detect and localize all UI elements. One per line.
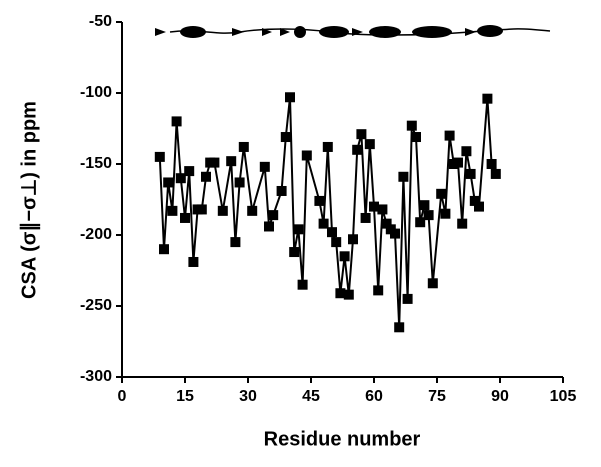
data-point bbox=[175, 173, 186, 184]
data-point bbox=[411, 132, 421, 143]
data-point bbox=[415, 217, 426, 228]
data-point bbox=[364, 139, 375, 150]
data-point bbox=[285, 92, 295, 103]
data-point bbox=[360, 212, 371, 223]
data-point bbox=[301, 150, 312, 161]
data-point bbox=[297, 279, 308, 290]
data-point bbox=[331, 237, 342, 248]
data-point bbox=[163, 177, 174, 188]
x-tick-label: 75 bbox=[428, 388, 446, 405]
x-tick-label: 90 bbox=[491, 388, 509, 405]
data-point bbox=[490, 168, 501, 179]
y-axis-title: CSA (σ∥−σ⊥) in ppm bbox=[18, 101, 40, 299]
x-axis-title: Residue number bbox=[264, 428, 421, 450]
data-point bbox=[343, 289, 354, 300]
data-point bbox=[201, 171, 211, 182]
data-point bbox=[234, 177, 245, 188]
data-point bbox=[402, 293, 413, 304]
data-point bbox=[268, 210, 279, 221]
y-tick-label: -150 bbox=[80, 155, 112, 172]
data-point bbox=[394, 322, 405, 333]
y-tick-label: -100 bbox=[80, 84, 112, 101]
data-point bbox=[377, 204, 388, 215]
x-tick-label: 60 bbox=[365, 388, 383, 405]
x-tick-label: 30 bbox=[239, 388, 257, 405]
data-point bbox=[180, 212, 190, 223]
data-point bbox=[482, 93, 493, 104]
data-point bbox=[247, 205, 258, 216]
secondary-structure bbox=[155, 25, 551, 38]
data-point bbox=[188, 256, 199, 267]
data-point bbox=[373, 285, 384, 296]
data-point bbox=[264, 221, 274, 232]
x-tick-label: 0 bbox=[118, 388, 127, 405]
data-point bbox=[390, 228, 400, 239]
data-point bbox=[209, 157, 220, 168]
data-point bbox=[314, 195, 325, 206]
data-point bbox=[406, 120, 417, 131]
y-tick-label: -50 bbox=[89, 13, 112, 30]
data-point bbox=[457, 218, 468, 229]
data-point bbox=[369, 201, 379, 212]
data-point bbox=[444, 130, 455, 141]
data-point bbox=[423, 210, 434, 221]
data-point bbox=[217, 205, 228, 216]
data-point bbox=[226, 156, 237, 167]
data-point bbox=[167, 205, 178, 216]
data-point bbox=[356, 129, 367, 140]
y-tick-label: -200 bbox=[80, 226, 112, 243]
data-point bbox=[381, 218, 392, 229]
data-point bbox=[259, 161, 270, 172]
data-point bbox=[352, 144, 363, 155]
data-point bbox=[171, 116, 182, 127]
data-point bbox=[335, 288, 346, 299]
data-point bbox=[469, 195, 480, 206]
y-tick-label: -300 bbox=[80, 368, 112, 385]
data-point bbox=[453, 157, 463, 168]
data-point bbox=[238, 141, 249, 152]
data-point bbox=[427, 278, 438, 289]
data-point bbox=[159, 244, 169, 255]
data-point bbox=[154, 151, 165, 162]
data-point bbox=[436, 188, 447, 199]
data-point bbox=[339, 251, 350, 262]
data-point bbox=[465, 168, 476, 179]
x-tick-label: 15 bbox=[176, 388, 194, 405]
data-point bbox=[327, 227, 337, 238]
data-point bbox=[318, 218, 329, 229]
data-point bbox=[196, 204, 207, 215]
y-tick-label: -250 bbox=[80, 297, 112, 314]
data-point bbox=[276, 185, 287, 196]
data-point bbox=[280, 132, 291, 143]
data-point bbox=[486, 159, 497, 169]
data-point bbox=[461, 146, 472, 157]
data-point bbox=[322, 141, 333, 152]
x-tick-label: 45 bbox=[302, 388, 320, 405]
data-point bbox=[293, 224, 304, 235]
x-tick-label: 105 bbox=[550, 388, 577, 405]
data-point bbox=[289, 247, 300, 258]
data-point bbox=[474, 201, 484, 212]
data-point bbox=[230, 237, 241, 248]
data-point bbox=[419, 200, 430, 211]
data-point bbox=[348, 234, 358, 245]
data-point bbox=[398, 171, 409, 182]
data-point bbox=[440, 208, 451, 219]
data-point bbox=[184, 166, 195, 177]
